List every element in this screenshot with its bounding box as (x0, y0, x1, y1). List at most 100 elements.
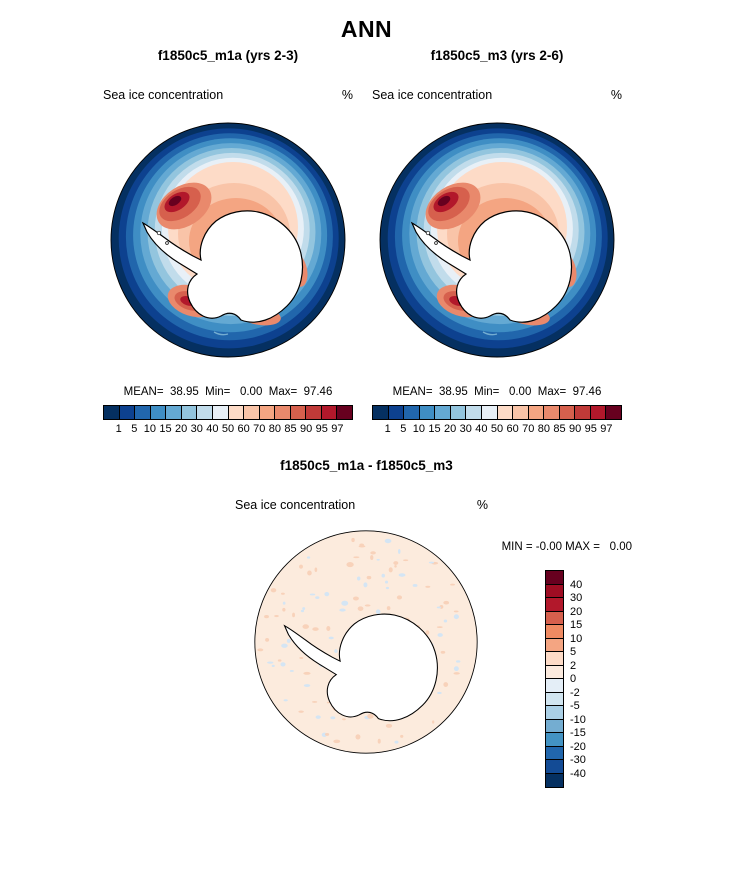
diff-colorbar-segment (546, 719, 563, 733)
field-name-label: Sea ice concentration (103, 88, 224, 102)
colorbar-segment (321, 406, 338, 419)
colorbar-segment (435, 406, 451, 419)
diff-colorbar-tick-label: 0 (570, 673, 577, 685)
colorbar-tick-label: 95 (315, 423, 328, 435)
colorbar-tick-label: 80 (268, 423, 281, 435)
polar-map-plot (110, 122, 346, 358)
colorbar-tick-label: 70 (253, 423, 266, 435)
diff-colorbar-tick-label: 30 (570, 592, 583, 604)
diff-colorbar-segment (546, 625, 563, 639)
antarctica-outline (141, 210, 304, 323)
concentration-colorbar-ticks: 1 5 10 15 20 30 40 50 60 70 80 85 90 95 97 (103, 423, 353, 436)
colorbar-segment (575, 406, 591, 419)
diff-colorbar-segment (546, 733, 563, 747)
colorbar-segment (450, 406, 467, 419)
diff-colorbar-segment (546, 665, 563, 679)
colorbar-segment (404, 406, 420, 419)
diff-colorbar-segment (546, 584, 563, 598)
diff-colorbar-segment (546, 706, 563, 720)
colorbar-tick-label: 30 (459, 423, 472, 435)
difference-colorbar-segments (545, 570, 564, 788)
field-label-row: Sea ice concentration % (103, 88, 353, 103)
colorbar-segment (104, 406, 120, 419)
diff-colorbar-segment (546, 571, 563, 585)
colorbar-tick-label: 1 (384, 423, 391, 435)
diff-colorbar-tick-label: -30 (570, 754, 586, 766)
panel-m1a: f1850c5_m1a (yrs 2-3) Sea ice concentrat… (103, 48, 353, 436)
sea-ice-map-m1a (108, 120, 348, 360)
season-title: ANN (340, 16, 393, 42)
colorbar-segment (513, 406, 529, 419)
colorbar-segment (373, 406, 389, 419)
diff-colorbar-tick-label: -2 (570, 686, 580, 699)
panel-m3: f1850c5_m3 (yrs 2-6) Sea ice concentrati… (372, 48, 622, 436)
colorbar-segment (290, 406, 307, 419)
field-units-label: % (476, 498, 488, 512)
colorbar-tick-label: 15 (428, 423, 441, 435)
colorbar-tick-label: 1 (115, 423, 122, 435)
colorbar-tick-label: 10 (412, 423, 425, 435)
stats-line-m3: MEAN= 38.95 Min= 0.00 Max= 97.46 (392, 386, 602, 398)
colorbar-segment (197, 406, 213, 419)
colorbar-segment (559, 406, 576, 419)
concentration-colorbar (372, 405, 622, 420)
diff-colorbar-segment (546, 638, 563, 652)
colorbar-tick-label: 90 (569, 423, 582, 435)
polar-difference-plot (254, 530, 478, 754)
colorbar-tick-label: 95 (584, 423, 597, 435)
difference-minmax-line: MIN = -0.00 MAX = 0.00 (501, 541, 632, 553)
antarctica-outline (283, 613, 438, 722)
difference-colorbar: 40 30 20 15 10 5 2 0 -2 -5 -10 -15 -20 -30 -40 (545, 570, 586, 788)
colorbar-segment (166, 406, 182, 419)
diff-colorbar-segment (546, 611, 563, 625)
colorbar-tick-label: 85 (553, 423, 566, 435)
colorbar-tick-label: 5 (400, 423, 407, 435)
colorbar-segment (135, 406, 151, 419)
colorbar-segment (528, 406, 545, 419)
diff-colorbar-tick-label: -15 (570, 727, 586, 739)
polar-map-plot (379, 122, 615, 358)
colorbar-segment (466, 406, 482, 419)
colorbar-segment (275, 406, 291, 419)
colorbar-segment (590, 406, 607, 419)
difference-map (251, 527, 481, 757)
colorbar-tick-label: 90 (300, 423, 313, 435)
colorbar-segment (244, 406, 260, 419)
colorbar-tick-label: 60 (237, 423, 250, 435)
diff-colorbar-segment (546, 773, 563, 787)
diff-colorbar-segment (546, 746, 563, 760)
colorbar-segment (388, 406, 405, 419)
diff-colorbar-tick-label: -10 (570, 713, 586, 726)
stats-line-m1a: MEAN= 38.95 Min= 0.00 Max= 97.46 (123, 386, 333, 398)
colorbar-tick-label: 20 (175, 423, 188, 435)
colorbar-segment (228, 406, 245, 419)
concentration-colorbar-ticks: 1 5 10 15 20 30 40 50 60 70 80 85 90 95 97 (372, 423, 622, 436)
diff-colorbar-segment (546, 760, 563, 774)
difference-field-label-row: Sea ice concentration % (235, 498, 488, 512)
diff-colorbar-segment (546, 692, 563, 706)
colorbar-segment (497, 406, 514, 419)
colorbar-segment (212, 406, 229, 419)
diff-colorbar-tick-label: -20 (570, 740, 586, 753)
colorbar-tick-label: 97 (331, 423, 344, 435)
colorbar-segment (419, 406, 436, 419)
colorbar-tick-label: 30 (190, 423, 203, 435)
colorbar-tick-label: 80 (537, 423, 550, 435)
concentration-colorbar (103, 405, 353, 420)
colorbar-segment (337, 406, 352, 419)
colorbar-tick-label: 50 (490, 423, 504, 435)
colorbar-segment (544, 406, 560, 419)
colorbar-tick-label: 40 (206, 423, 219, 435)
colorbar-segment (119, 406, 136, 419)
colorbar-tick-label: 50 (221, 423, 235, 435)
field-name-label: Sea ice concentration (372, 88, 493, 102)
colorbar-segment (181, 406, 198, 419)
field-units-label: % (610, 88, 622, 102)
colorbar-segment (150, 406, 167, 419)
diff-colorbar-tick-label: 10 (570, 632, 583, 645)
diff-colorbar-tick-label: 40 (570, 578, 583, 591)
diff-colorbar-tick-label: 5 (570, 646, 577, 658)
colorbar-tick-label: 10 (143, 423, 156, 435)
diff-colorbar-segment (546, 679, 563, 693)
